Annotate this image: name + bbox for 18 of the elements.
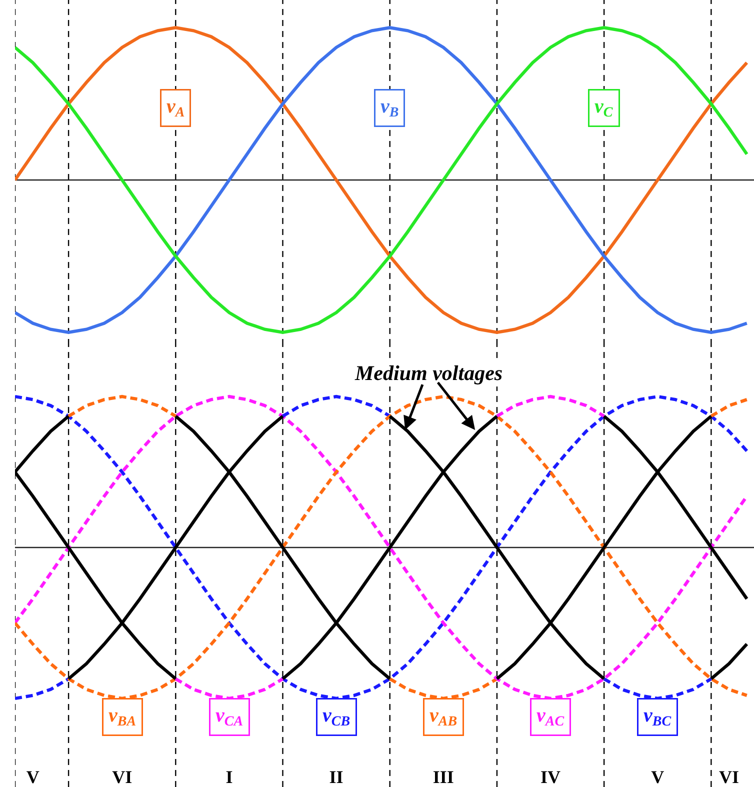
x-tick-label: V	[26, 767, 40, 787]
text: v$_{AB}$	[430, 704, 458, 730]
x-tick-label: VI	[719, 767, 740, 787]
text: v$_{B}$	[380, 96, 399, 121]
text: v$_{BC}$	[644, 704, 672, 730]
x-tick-label: VI	[112, 767, 132, 787]
x-tick-label: I	[226, 767, 233, 787]
text: v$_{AC}$	[536, 704, 565, 730]
text: v$_{CB}$	[322, 704, 350, 730]
x-tick-label: II	[329, 767, 344, 787]
text: v$_{CA}$	[216, 704, 244, 730]
x-tick-label: IV	[540, 767, 561, 787]
text: v$_{C}$	[594, 96, 614, 121]
x-tick-label: V	[651, 767, 664, 787]
text: v$_{A}$	[166, 96, 185, 121]
text: v$_{BA}$	[108, 704, 136, 730]
x-tick-label: III	[432, 767, 454, 787]
text: Medium voltages	[354, 361, 503, 385]
